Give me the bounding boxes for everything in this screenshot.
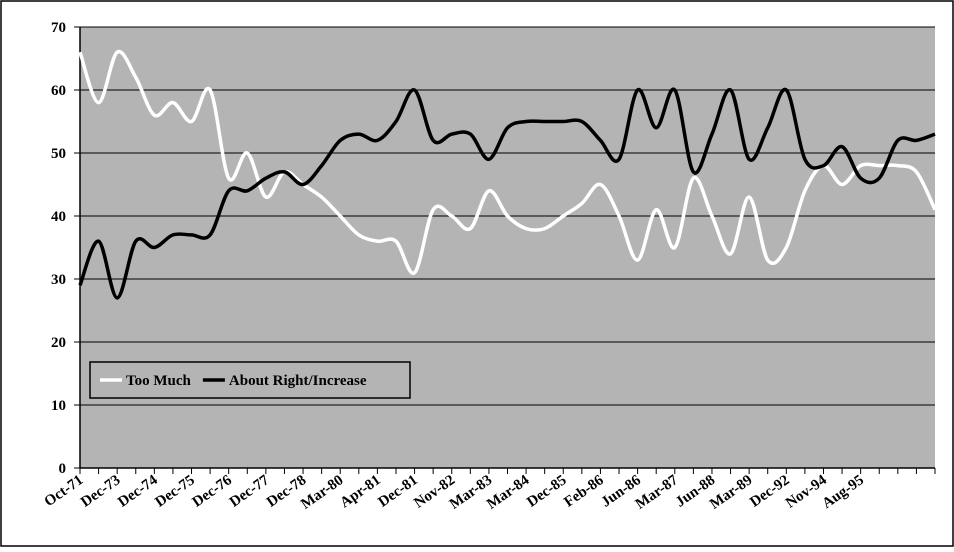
legend-label: About Right/Increase <box>229 373 367 389</box>
y-tick-label: 0 <box>59 461 67 477</box>
legend-label: Too Much <box>126 373 192 389</box>
series-line <box>78 87 936 300</box>
y-tick-label: 70 <box>51 20 66 36</box>
y-tick-label: 60 <box>51 83 66 99</box>
plot-area <box>80 27 935 468</box>
series-line <box>78 49 937 275</box>
y-tick-label: 10 <box>51 398 66 414</box>
y-tick-label: 40 <box>51 209 66 225</box>
y-tick-label: 30 <box>51 272 66 288</box>
y-tick-label: 20 <box>51 335 66 351</box>
y-tick-label: 50 <box>51 146 66 162</box>
legend-box <box>89 361 411 399</box>
